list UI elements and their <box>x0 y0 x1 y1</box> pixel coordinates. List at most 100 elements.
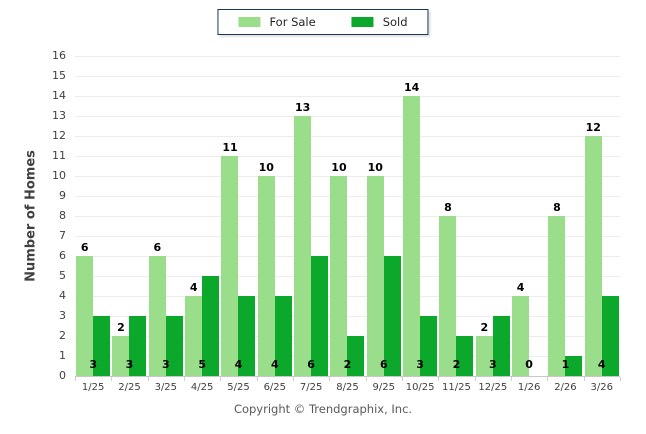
x-axis-labels: 1/25 2/25 3/25 4/25 5/25 6/25 7/25 8/25 9/25 10/2… <box>75 382 620 393</box>
bar-group: 10 2 <box>329 56 365 376</box>
sold-value-label: 3 <box>161 358 170 371</box>
x-tick <box>147 377 149 381</box>
x-axis-ticks <box>75 377 621 382</box>
sold-swatch <box>351 17 374 27</box>
for-sale-value-label: 14 <box>403 81 420 94</box>
y-tick-label: 1 <box>59 349 66 362</box>
x-axis-label: 1/26 <box>517 382 541 393</box>
x-axis-label: 11/25 <box>442 382 471 393</box>
sold-value-label: 1 <box>561 358 570 371</box>
for-sale-value-label: 11 <box>222 141 238 154</box>
x-tick <box>111 377 113 381</box>
gridline <box>75 196 620 197</box>
y-tick-label: 5 <box>59 269 66 282</box>
x-tick <box>547 377 549 381</box>
for-sale-bar <box>584 136 602 376</box>
sold-bar <box>93 316 111 376</box>
for-sale-bar <box>512 296 530 376</box>
sold-value-label: 3 <box>416 358 424 371</box>
x-axis-label: 7/25 <box>299 382 323 393</box>
gridline <box>75 256 620 257</box>
bar-group: 11 4 <box>220 56 256 376</box>
sold-bar <box>165 316 183 376</box>
sold-bar <box>383 256 401 376</box>
gridline <box>75 216 620 217</box>
legend-label-for-sale: For Sale <box>269 15 316 29</box>
for-sale-bar <box>330 176 348 376</box>
for-sale-bar <box>403 96 421 376</box>
gridline <box>75 96 620 97</box>
y-tick-label: 14 <box>52 89 66 102</box>
sold-bar <box>238 296 256 376</box>
bar-group: 12 4 <box>584 56 620 376</box>
sold-bar <box>202 276 220 376</box>
sold-value-label: 0 <box>525 358 533 371</box>
bar-group: 14 3 <box>402 56 438 376</box>
x-tick <box>438 377 440 381</box>
gridline <box>75 116 620 117</box>
gridline <box>75 76 620 77</box>
sold-value-label: 4 <box>234 358 243 371</box>
y-tick-label: 12 <box>52 129 66 142</box>
legend-label-sold: Sold <box>382 15 408 29</box>
x-tick <box>220 377 222 381</box>
sold-value-label: 2 <box>343 358 352 371</box>
sold-value-label: 5 <box>198 358 206 371</box>
x-tick <box>620 377 621 381</box>
for-sale-value-label: 2 <box>117 321 125 334</box>
y-tick-label: 0 <box>59 369 66 382</box>
for-sale-bar <box>439 216 457 376</box>
gridline <box>75 236 620 237</box>
sold-bar <box>311 256 329 376</box>
sold-value-label: 4 <box>597 358 606 371</box>
for-sale-bar <box>221 156 239 376</box>
for-sale-bar <box>112 336 130 376</box>
y-axis-tick-labels: 0 1 2 3 4 5 6 7 8 9 10 11 12 13 14 15 16 <box>0 49 66 382</box>
x-tick <box>365 377 367 381</box>
for-sale-bar <box>366 176 384 376</box>
sold-bar <box>565 356 583 376</box>
y-tick-label: 13 <box>52 109 66 122</box>
sold-value-label: 3 <box>89 358 97 371</box>
gridline <box>75 136 620 137</box>
x-axis-label: 5/25 <box>227 382 250 393</box>
legend: For Sale Sold <box>217 9 429 35</box>
y-tick-label: 10 <box>52 169 66 182</box>
sold-value-label: 6 <box>379 358 388 371</box>
y-tick-label: 15 <box>52 69 66 82</box>
sold-bar <box>456 336 474 376</box>
for-sale-bar <box>475 336 493 376</box>
for-sale-bar <box>257 176 275 376</box>
y-tick-label: 2 <box>59 329 66 342</box>
y-tick-label: 3 <box>59 309 66 322</box>
x-tick <box>511 377 512 381</box>
x-tick <box>474 377 476 381</box>
sold-value-label: 2 <box>452 358 461 371</box>
x-tick <box>75 377 76 381</box>
x-axis-label: 6/25 <box>263 382 287 393</box>
y-tick-label: 16 <box>52 49 66 62</box>
gridline <box>75 176 620 177</box>
for-sale-value-label: 4 <box>516 281 525 294</box>
for-sale-value-label: 4 <box>189 281 198 294</box>
sold-value-label: 6 <box>307 358 315 371</box>
sold-bar <box>129 316 147 376</box>
gridline <box>75 296 620 297</box>
gridline <box>75 156 620 157</box>
plot-area: 6 3 2 3 6 3 4 5 11 4 10 4 13 6 10 2 10 6 14 3 8 2 2 3 4 0 8 1 12 4 <box>75 56 620 377</box>
x-tick <box>293 377 294 381</box>
for-sale-bar <box>185 296 203 376</box>
x-tick <box>402 377 403 381</box>
sold-bar <box>274 296 292 376</box>
sold-bar <box>492 316 510 376</box>
copyright: Copyright © Trendgraphix, Inc. <box>233 402 413 416</box>
x-axis-label: 1/25 <box>81 382 105 393</box>
x-axis-label: 9/25 <box>372 382 396 393</box>
sold-value-label: 3 <box>488 358 497 371</box>
x-axis-label: 3/25 <box>154 382 178 393</box>
for-sale-value-label: 10 <box>331 161 347 174</box>
